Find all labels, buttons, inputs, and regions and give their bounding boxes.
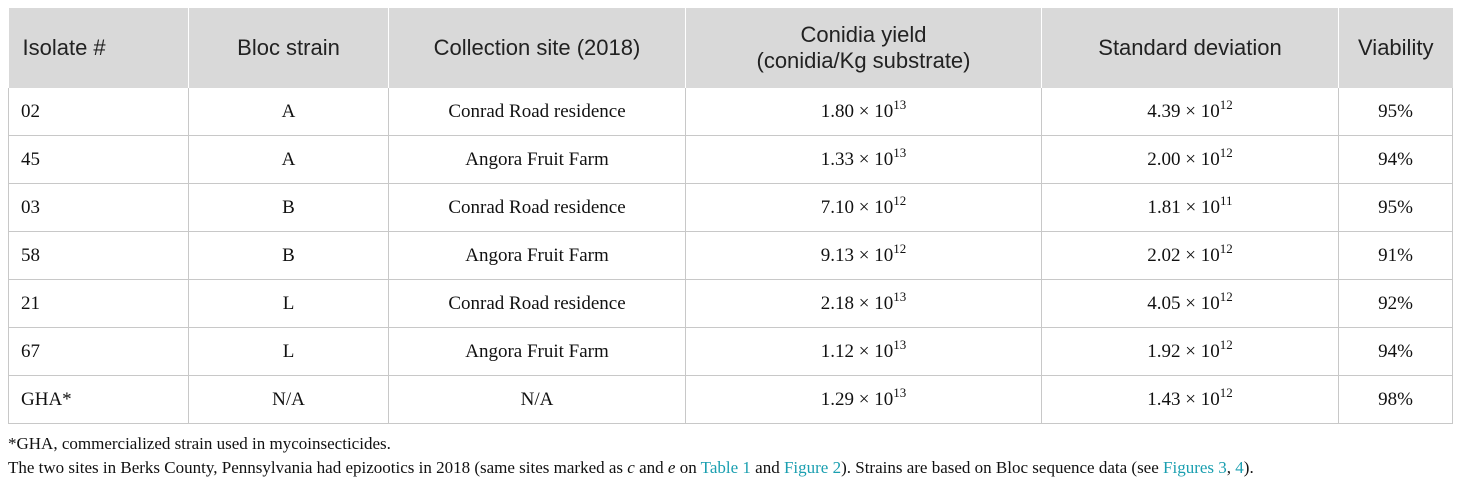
cell-sd: 2.02 × 1012 bbox=[1041, 231, 1339, 280]
cell-strain: L bbox=[188, 279, 389, 328]
cell-isolate: GHA* bbox=[8, 375, 189, 424]
cell-site: Conrad Road residence bbox=[388, 279, 686, 328]
cell-sd: 4.05 × 1012 bbox=[1041, 279, 1339, 328]
header-viability: Viability bbox=[1338, 8, 1453, 88]
cell-isolate: 67 bbox=[8, 327, 189, 376]
cell-site: Angora Fruit Farm bbox=[388, 135, 686, 184]
cell-strain: A bbox=[188, 88, 389, 136]
header-bloc-strain: Bloc strain bbox=[188, 8, 389, 88]
cell-sd: 2.00 × 1012 bbox=[1041, 135, 1339, 184]
header-standard-deviation: Standard deviation bbox=[1041, 8, 1339, 88]
link-figure-3[interactable]: Figures 3 bbox=[1163, 458, 1227, 477]
table-row: 03 B Conrad Road residence 7.10 × 1012 1… bbox=[8, 183, 1453, 232]
cell-strain: B bbox=[188, 183, 389, 232]
cell-yield: 1.12 × 1013 bbox=[685, 327, 1042, 376]
cell-viability: 98% bbox=[1338, 375, 1453, 424]
conidia-yield-table: Isolate # Bloc strain Collection site (2… bbox=[8, 8, 1453, 424]
cell-sd: 4.39 × 1012 bbox=[1041, 88, 1339, 136]
cell-isolate: 58 bbox=[8, 231, 189, 280]
cell-viability: 94% bbox=[1338, 327, 1453, 376]
table-row: 21 L Conrad Road residence 2.18 × 1013 4… bbox=[8, 279, 1453, 328]
cell-yield: 7.10 × 1012 bbox=[685, 183, 1042, 232]
cell-strain: N/A bbox=[188, 375, 389, 424]
cell-site: Conrad Road residence bbox=[388, 88, 686, 136]
cell-site: N/A bbox=[388, 375, 686, 424]
table-row: 45 A Angora Fruit Farm 1.33 × 1013 2.00 … bbox=[8, 135, 1453, 184]
cell-sd: 1.92 × 1012 bbox=[1041, 327, 1339, 376]
cell-isolate: 02 bbox=[8, 88, 189, 136]
table-row: GHA* N/A N/A 1.29 × 1013 1.43 × 1012 98% bbox=[8, 375, 1453, 424]
table-header-row: Isolate # Bloc strain Collection site (2… bbox=[8, 8, 1453, 88]
cell-site: Angora Fruit Farm bbox=[388, 327, 686, 376]
cell-viability: 92% bbox=[1338, 279, 1453, 328]
header-collection-site: Collection site (2018) bbox=[388, 8, 686, 88]
cell-yield: 9.13 × 1012 bbox=[685, 231, 1042, 280]
cell-viability: 95% bbox=[1338, 88, 1453, 136]
table-row: 67 L Angora Fruit Farm 1.12 × 1013 1.92 … bbox=[8, 327, 1453, 376]
cell-viability: 91% bbox=[1338, 231, 1453, 280]
cell-yield: 2.18 × 1013 bbox=[685, 279, 1042, 328]
cell-yield: 1.80 × 1013 bbox=[685, 88, 1042, 136]
data-table-container: Isolate # Bloc strain Collection site (2… bbox=[8, 8, 1453, 424]
footnote-sites: The two sites in Berks County, Pennsylva… bbox=[8, 458, 1254, 477]
table-row: 02 A Conrad Road residence 1.80 × 1013 4… bbox=[8, 88, 1453, 136]
link-figure-2[interactable]: Figure 2 bbox=[783, 458, 842, 477]
cell-viability: 94% bbox=[1338, 135, 1453, 184]
cell-strain: A bbox=[188, 135, 389, 184]
cell-strain: B bbox=[188, 231, 389, 280]
link-figure-4[interactable]: 4 bbox=[1235, 458, 1244, 477]
cell-sd: 1.43 × 1012 bbox=[1041, 375, 1339, 424]
cell-site: Angora Fruit Farm bbox=[388, 231, 686, 280]
cell-strain: L bbox=[188, 327, 389, 376]
cell-isolate: 45 bbox=[8, 135, 189, 184]
cell-isolate: 03 bbox=[8, 183, 189, 232]
header-isolate: Isolate # bbox=[8, 8, 189, 88]
cell-viability: 95% bbox=[1338, 183, 1453, 232]
cell-isolate: 21 bbox=[8, 279, 189, 328]
footnote-gha: *GHA, commercialized strain used in myco… bbox=[8, 434, 391, 453]
cell-site: Conrad Road residence bbox=[388, 183, 686, 232]
header-conidia-yield: Conidia yield (conidia/Kg substrate) bbox=[685, 8, 1042, 88]
cell-sd: 1.81 × 1011 bbox=[1041, 183, 1339, 232]
cell-yield: 1.33 × 1013 bbox=[685, 135, 1042, 184]
table-row: 58 B Angora Fruit Farm 9.13 × 1012 2.02 … bbox=[8, 231, 1453, 280]
table-footnotes: *GHA, commercialized strain used in myco… bbox=[8, 432, 1452, 480]
cell-yield: 1.29 × 1013 bbox=[685, 375, 1042, 424]
link-table-1[interactable]: Table 1 bbox=[700, 458, 751, 477]
